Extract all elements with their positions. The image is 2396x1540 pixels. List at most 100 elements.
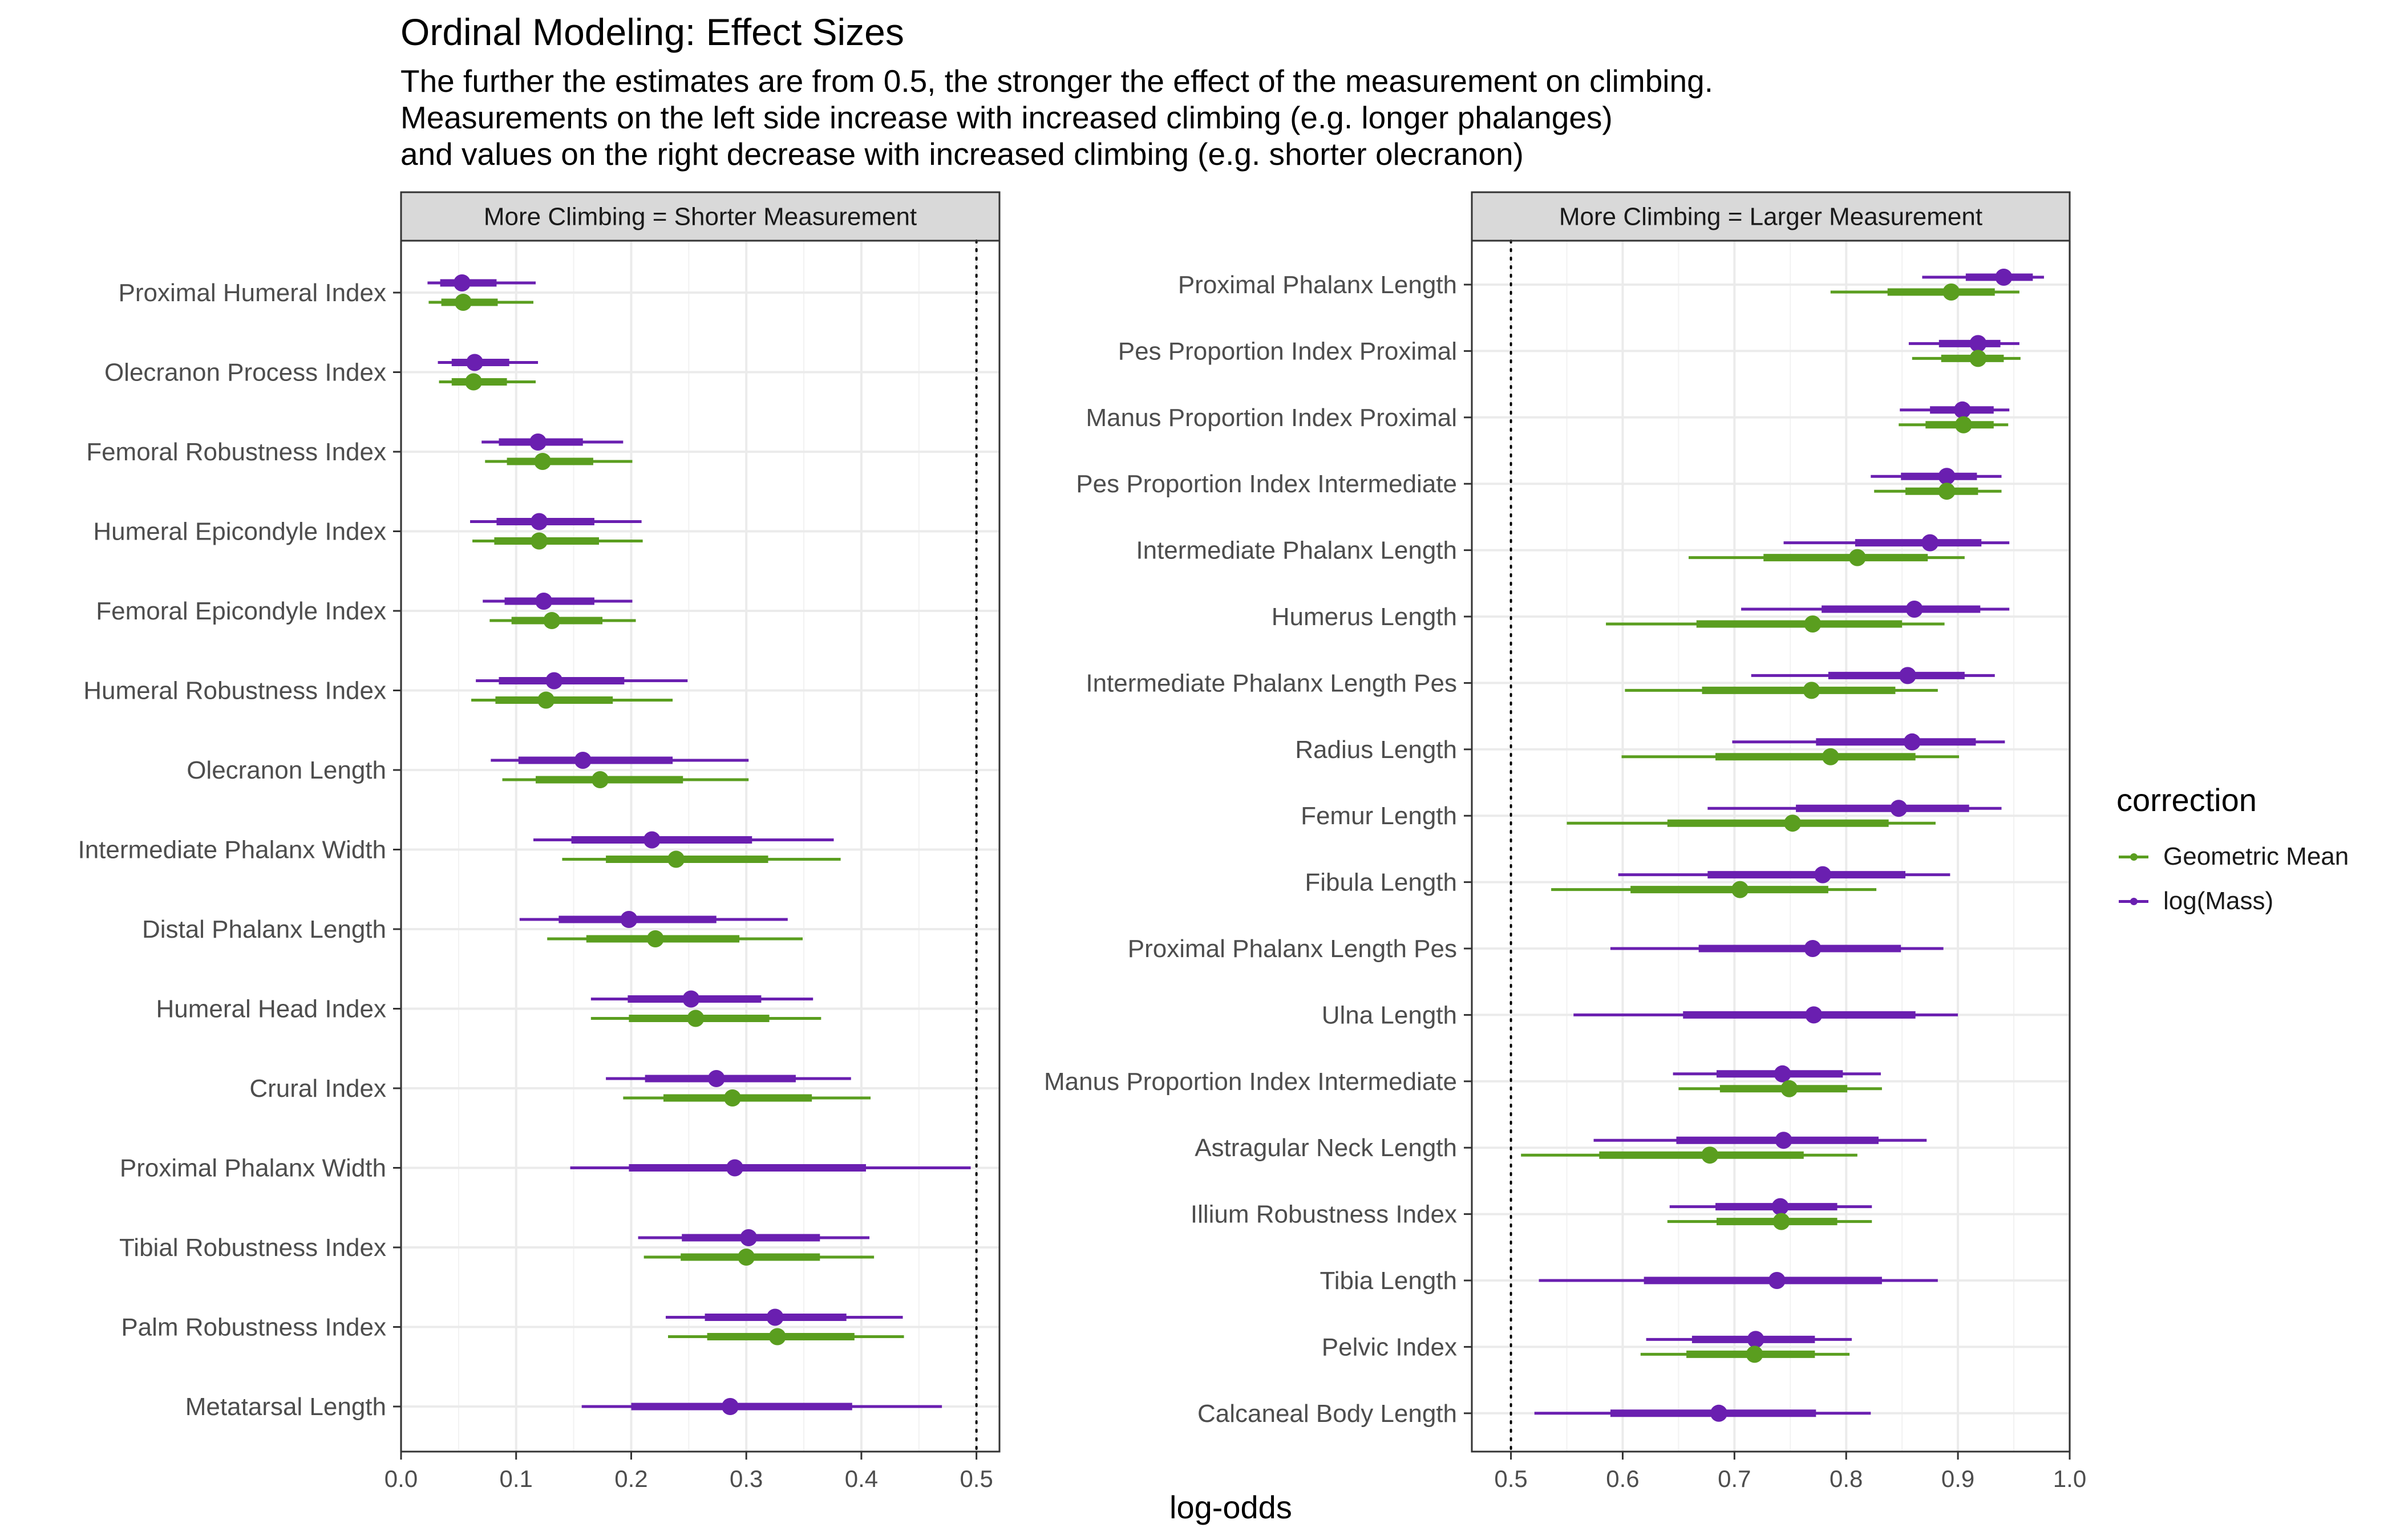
subtitle-line-3: and values on the right decrease with in… (400, 136, 1524, 172)
interval-log-mass-humeral-robustness-index (476, 672, 688, 690)
y-tick-label: Intermediate Phalanx Length Pes (1086, 669, 1457, 697)
interval-geometric-mean-proximal-humeral-index (428, 294, 533, 311)
x-tick-label: 0.7 (1718, 1465, 1751, 1492)
interval-geometric-mean-radius-length (1621, 748, 1960, 765)
point-estimate (545, 672, 563, 690)
interval-geometric-mean-femoral-robustness-index (485, 453, 633, 470)
chart-title: Ordinal Modeling: Effect Sizes (400, 11, 904, 53)
interval-geometric-mean-manus-proportion-index-proximal (1899, 416, 2009, 433)
point-estimate (1731, 881, 1749, 898)
y-tick-label: Pes Proportion Index Intermediate (1076, 470, 1457, 498)
point-estimate (1942, 283, 1960, 301)
interval-log-mass-intermediate-phalanx-length-pes (1751, 667, 1995, 684)
interval-log-mass-astragular-neck-length (1593, 1132, 1927, 1149)
y-tick-label: Pes Proportion Index Proximal (1118, 337, 1457, 365)
interval-geometric-mean-tibial-robustness-index (643, 1249, 875, 1266)
interval-geometric-mean-fibula-length (1551, 881, 1877, 898)
subtitle-line-1: The further the estimates are from 0.5, … (400, 63, 1713, 99)
point-estimate (1804, 940, 1822, 957)
point-estimate (1890, 800, 1908, 817)
y-tick-label: Tibia Length (1320, 1267, 1457, 1295)
y-tick-label: Proximal Phalanx Length (1178, 271, 1457, 299)
interval-log-mass-proximal-phalanx-length (1922, 269, 2044, 286)
point-estimate (531, 513, 548, 530)
point-estimate (529, 433, 547, 451)
interval-geometric-mean-intermediate-phalanx-width (562, 850, 841, 868)
x-tick-label: 0.0 (385, 1465, 418, 1492)
interval-log-mass-palm-robustness-index (665, 1308, 903, 1326)
x-tick-label: 0.5 (960, 1465, 993, 1492)
point-estimate (535, 593, 553, 610)
y-tick-label: Illium Robustness Index (1191, 1201, 1457, 1229)
interval-geometric-mean-femoral-epicondyle-index (489, 612, 636, 629)
y-tick-label: Proximal Phalanx Length Pes (1128, 935, 1457, 963)
interval-geometric-mean-humeral-epicondyle-index (472, 532, 643, 550)
interval-log-mass-humerus-length (1741, 601, 2010, 618)
interval-log-mass-femoral-epicondyle-index (483, 593, 633, 610)
point-estimate (1953, 401, 1971, 419)
interval-log-mass-illium-robustness-index (1669, 1198, 1872, 1215)
legend-label-geometric-mean: Geometric Mean (2163, 842, 2349, 870)
point-estimate (1921, 534, 1939, 552)
interval-log-mass-proximal-phalanx-width (570, 1159, 971, 1177)
point-estimate (738, 1249, 755, 1266)
interval-log-mass-intermediate-phalanx-width (533, 831, 834, 849)
chart-subtitle: The further the estimates are from 0.5, … (400, 63, 1713, 172)
point-estimate (1938, 483, 1956, 500)
point-estimate (1803, 682, 1820, 699)
y-tick-label: Crural Index (249, 1075, 386, 1103)
point-estimate (723, 1089, 741, 1107)
point-estimate (1701, 1146, 1719, 1164)
legend-title: correction (2116, 782, 2257, 818)
point-estimate (1899, 667, 1916, 684)
interval-log-mass-fibula-length (1618, 866, 1950, 884)
interval-geometric-mean-pes-proportion-index-proximal (1912, 350, 2021, 367)
strip-label-more-climbing-larger-measurement: More Climbing = Larger Measurement (1559, 203, 1982, 231)
point-estimate (707, 1070, 725, 1087)
panel-background (1472, 241, 2070, 1452)
point-estimate (1775, 1132, 1792, 1149)
y-tick-label: Humeral Epicondyle Index (93, 518, 386, 546)
legend-key-log-mass (2116, 890, 2151, 913)
y-tick-label: Ulna Length (1322, 1001, 1457, 1029)
point-estimate (1784, 814, 1802, 832)
interval-log-mass-intermediate-phalanx-length (1783, 534, 2010, 552)
point-estimate (1848, 549, 1866, 566)
y-tick-label: Radius Length (1295, 736, 1457, 764)
point-estimate (687, 1010, 705, 1027)
y-tick-label: Manus Proportion Index Intermediate (1044, 1068, 1457, 1096)
interval-geometric-mean-illium-robustness-index (1667, 1213, 1872, 1230)
x-axis-label: log-odds (1169, 1489, 1292, 1525)
point-estimate (1954, 416, 1972, 433)
y-tick-label: Humeral Robustness Index (83, 677, 386, 705)
y-tick-label: Humerus Length (1272, 603, 1457, 631)
interval-log-mass-olecranon-process-index (438, 354, 539, 371)
interval-geometric-mean-humeral-head-index (590, 1010, 821, 1027)
point-estimate (1969, 350, 1987, 367)
interval-log-mass-femur-length (1707, 800, 2002, 817)
interval-log-mass-pes-proportion-index-intermediate (1871, 468, 2002, 485)
legend-item-log-mass: log(Mass) (2116, 879, 2349, 923)
interval-log-mass-olecranon-length (491, 752, 749, 769)
point-estimate (1774, 1065, 1791, 1083)
interval-log-mass-tibial-robustness-index (638, 1229, 870, 1246)
y-tick-label: Olecranon Process Index (104, 359, 386, 387)
x-tick-label: 0.2 (614, 1465, 647, 1492)
point-estimate (453, 274, 471, 291)
y-tick-label: Palm Robustness Index (121, 1314, 386, 1342)
point-estimate (1804, 615, 1822, 633)
interval-geometric-mean-femur-length (1567, 814, 1936, 832)
y-tick-label: Pelvic Index (1322, 1333, 1457, 1361)
interval-log-mass-ulna-length (1573, 1006, 1958, 1024)
point-estimate (682, 990, 700, 1008)
y-tick-label: Fibula Length (1305, 869, 1457, 897)
interval-geometric-mean-distal-phalanx-length (547, 930, 803, 947)
interval-geometric-mean-humeral-robustness-index (471, 691, 673, 709)
x-tick-label: 0.9 (1941, 1465, 1974, 1492)
y-tick-label: Femoral Robustness Index (86, 438, 386, 466)
x-tick-label: 1.0 (2053, 1465, 2086, 1492)
y-tick-label: Intermediate Phalanx Width (78, 836, 386, 864)
panel-larger-measurement: More Climbing = Larger Measurement Proxim… (1044, 191, 2086, 1492)
x-tick-label: 0.1 (500, 1465, 533, 1492)
